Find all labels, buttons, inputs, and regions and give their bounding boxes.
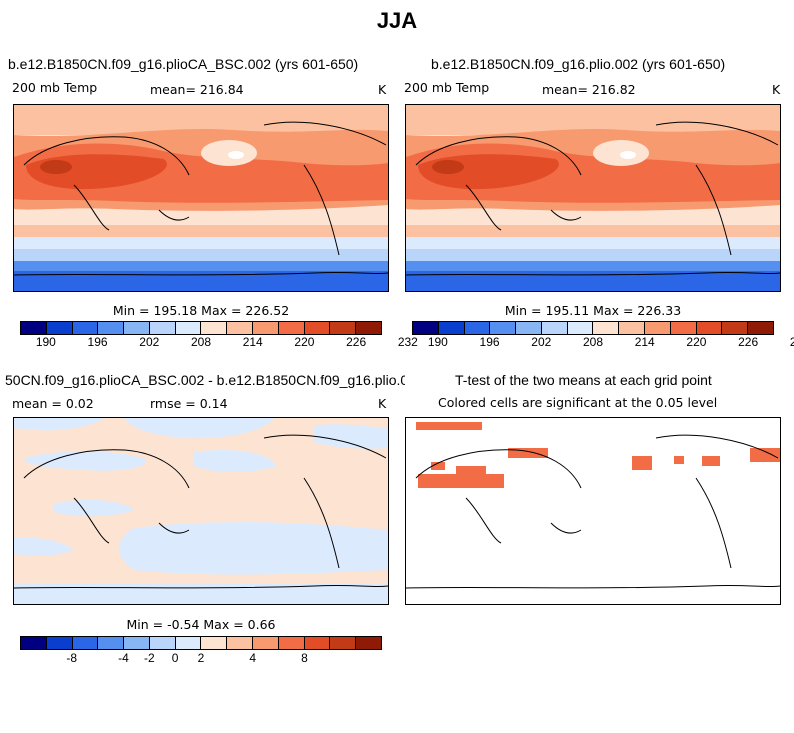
colorbar-swatch <box>567 322 594 334</box>
panel2-units: K <box>772 82 781 97</box>
colorbar-tick-label: 196 <box>87 335 108 349</box>
panel1-variable: 200 mb Temp <box>12 80 98 95</box>
colorbar-swatch <box>227 322 254 334</box>
panel1-units: K <box>378 82 387 97</box>
colorbar-tick-label: 0 <box>171 651 179 665</box>
colorbar-abs-left <box>20 321 382 335</box>
panel2-map <box>405 104 781 292</box>
colorbar-swatch <box>46 322 73 334</box>
colorbar-swatch <box>516 322 542 334</box>
colorbar-swatch <box>278 637 305 649</box>
colorbar-swatch <box>253 637 279 649</box>
colorbar-swatch <box>541 322 568 334</box>
colorbar-tick-label: 214 <box>634 335 655 349</box>
colorbar-tick-label: 202 <box>531 335 552 349</box>
colorbar-tick-label: 8 <box>301 651 308 665</box>
colorbar-tick-label: 220 <box>686 335 707 349</box>
colorbar-swatch <box>356 322 381 334</box>
colorbar-swatch <box>72 637 99 649</box>
colorbar-swatch <box>21 637 47 649</box>
figure-title: JJA <box>376 8 418 33</box>
colorbar-tick-label: 2 <box>197 651 205 665</box>
panel3-title: 50CN.f09_g16.plioCA_BSC.002 - b.e12.B185… <box>5 372 405 388</box>
colorbar-swatch <box>464 322 491 334</box>
panel2-variable: 200 mb Temp <box>404 80 490 95</box>
colorbar-diff-ticks: -8 -4 -2 0 2 4 8 <box>20 651 382 667</box>
colorbar-swatch <box>722 322 749 334</box>
colorbar-tick-label: -8 <box>66 651 78 665</box>
panel1-title: b.e12.B1850CN.f09_g16.plioCA_BSC.002 (yr… <box>8 56 359 72</box>
colorbar-tick-label: 190 <box>427 335 448 349</box>
colorbar-tick-label: 220 <box>294 335 315 349</box>
colorbar-swatch <box>98 322 125 334</box>
colorbar-swatch <box>696 322 723 334</box>
panel2-mean: mean= 216.82 <box>542 82 636 97</box>
colorbar-tick-label: 208 <box>190 335 212 349</box>
colorbar-swatch <box>124 322 150 334</box>
panel4-subtitle: Colored cells are significant at the 0.0… <box>438 395 718 410</box>
colorbar-tick-label: 226 <box>738 335 759 349</box>
colorbar-swatch <box>413 322 439 334</box>
colorbar-swatch <box>201 637 228 649</box>
colorbar-tick-label: 202 <box>139 335 160 349</box>
colorbar-tick-label: 208 <box>582 335 604 349</box>
colorbar-tick-label: -2 <box>143 651 155 665</box>
colorbar-swatch <box>619 322 646 334</box>
colorbar-tick-label: 4 <box>249 651 257 665</box>
colorbar-abs-right-ticks: 190 196 202 208 214 220 226 232 <box>412 335 794 351</box>
colorbar-swatch <box>748 322 773 334</box>
colorbar-swatch <box>670 322 697 334</box>
panel1-minmax: Min = 195.18 Max = 226.52 <box>112 303 290 318</box>
panel3-map <box>13 417 389 605</box>
colorbar-diff <box>20 636 382 650</box>
colorbar-swatch <box>46 637 73 649</box>
colorbar-swatch <box>149 637 176 649</box>
panel3-units: K <box>378 396 387 411</box>
colorbar-swatch <box>175 322 202 334</box>
colorbar-swatch <box>21 322 47 334</box>
colorbar-tick-label: 214 <box>242 335 263 349</box>
colorbar-tick-label: 232 <box>789 335 794 349</box>
colorbar-swatch <box>149 322 176 334</box>
colorbar-swatch <box>201 322 228 334</box>
colorbar-tick-label: 232 <box>397 335 418 349</box>
colorbar-swatch <box>330 637 357 649</box>
panel3-minmax: Min = -0.54 Max = 0.66 <box>126 617 276 632</box>
colorbar-swatch <box>593 322 620 334</box>
colorbar-tick-label: 196 <box>479 335 500 349</box>
panel1-map <box>13 104 389 292</box>
colorbar-abs-right <box>412 321 774 335</box>
colorbar-swatch <box>645 322 671 334</box>
panel2-minmax: Min = 195.11 Max = 226.33 <box>504 303 682 318</box>
panel3-mean: mean = 0.02 <box>12 396 94 411</box>
colorbar-swatch <box>253 322 279 334</box>
panel1-mean: mean= 216.84 <box>150 82 244 97</box>
colorbar-swatch <box>124 637 150 649</box>
colorbar-swatch <box>278 322 305 334</box>
colorbar-swatch <box>227 637 254 649</box>
panel4-title: T-test of the two means at each grid poi… <box>455 372 712 388</box>
colorbar-abs-left-ticks: 190 196 202 208 214 220 226 232 <box>20 335 418 351</box>
colorbar-swatch <box>304 322 331 334</box>
colorbar-swatch <box>304 637 331 649</box>
panel4-map <box>405 417 781 605</box>
colorbar-swatch <box>175 637 202 649</box>
panel3-rmse: rmse = 0.14 <box>150 396 228 411</box>
colorbar-swatch <box>490 322 517 334</box>
colorbar-swatch <box>438 322 465 334</box>
colorbar-swatch <box>330 322 357 334</box>
colorbar-swatch <box>72 322 99 334</box>
colorbar-swatch <box>98 637 125 649</box>
colorbar-swatch <box>356 637 381 649</box>
panel2-title: b.e12.B1850CN.f09_g16.plio.002 (yrs 601-… <box>431 56 726 72</box>
colorbar-tick-label: 226 <box>346 335 367 349</box>
colorbar-tick-label: -4 <box>118 651 129 665</box>
colorbar-tick-label: 190 <box>35 335 56 349</box>
